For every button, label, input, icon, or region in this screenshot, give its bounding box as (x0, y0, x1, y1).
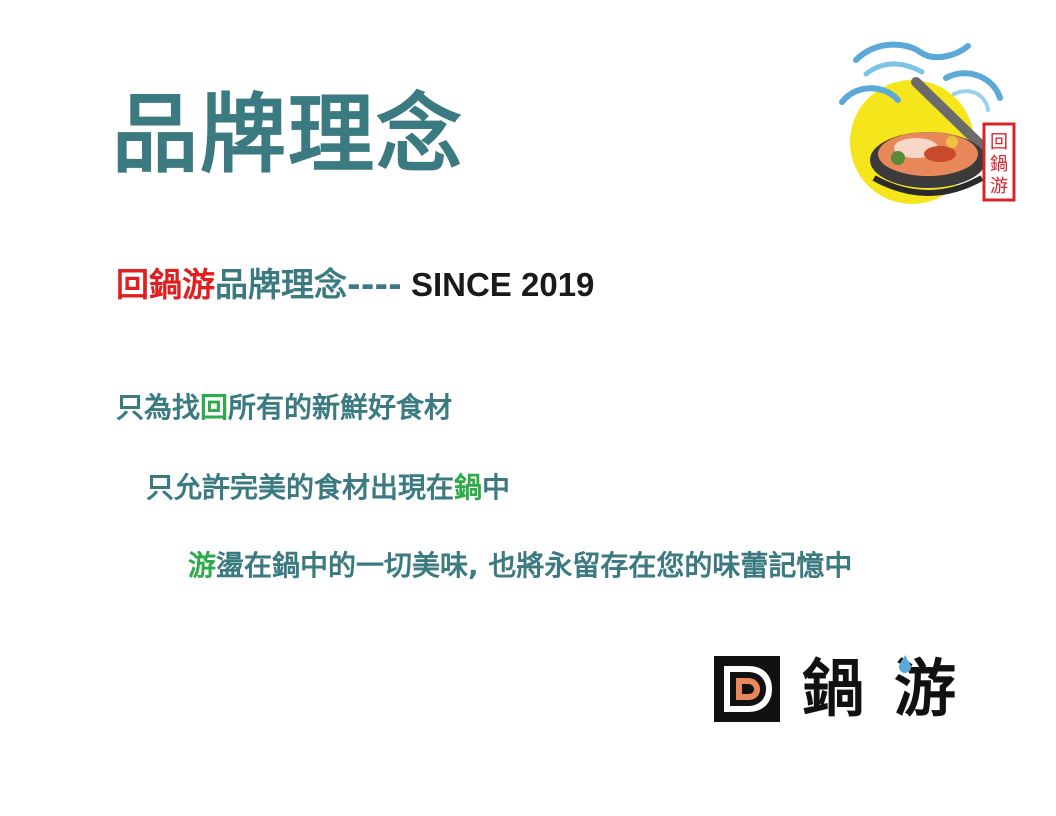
philosophy-line-1: 只為找回所有的新鮮好食材 (116, 394, 452, 422)
philosophy-line-3: 游盪在鍋中的一切美味, 也將永留存在您的味蕾記憶中 (188, 552, 852, 580)
hotpot-icon: 回 鍋 游 (839, 41, 1016, 204)
line-2-pre: 只允許完美的食材出現在 (146, 471, 455, 504)
philosophy-line-2: 只允許完美的食材出現在鍋中 (146, 474, 510, 502)
seal-char-2: 鍋 (990, 154, 1008, 175)
d-spiral-icon (714, 656, 780, 722)
brand-logo: 回 鍋 游 (836, 38, 1020, 206)
wordmark-char-1: 鍋 (802, 652, 865, 725)
subtitle-brand: 回鍋游 (116, 265, 215, 304)
seal-char-3: 游 (990, 176, 1008, 197)
line-3-post: 盪在鍋中的一切美味, 也將永留存在您的味蕾記憶中 (216, 549, 853, 582)
line-2-post: 中 (482, 471, 511, 504)
water-drop-icon (899, 655, 911, 673)
subtitle-since: SINCE 2019 (401, 266, 595, 303)
line-1-highlight: 回 (200, 391, 229, 424)
subtitle-phrase: 品牌理念---- (215, 265, 402, 304)
line-3-highlight: 游 (188, 549, 217, 582)
page-title: 品牌理念 (112, 85, 464, 185)
line-1-pre: 只為找 (116, 391, 201, 424)
line-1-post: 所有的新鮮好食材 (228, 391, 453, 424)
seal-char-1: 回 (990, 132, 1008, 153)
brand-wordmark: 鍋 游 (714, 654, 974, 724)
line-2-highlight: 鍋 (454, 471, 483, 504)
subtitle: 回鍋游品牌理念---- SINCE 2019 (116, 268, 594, 301)
